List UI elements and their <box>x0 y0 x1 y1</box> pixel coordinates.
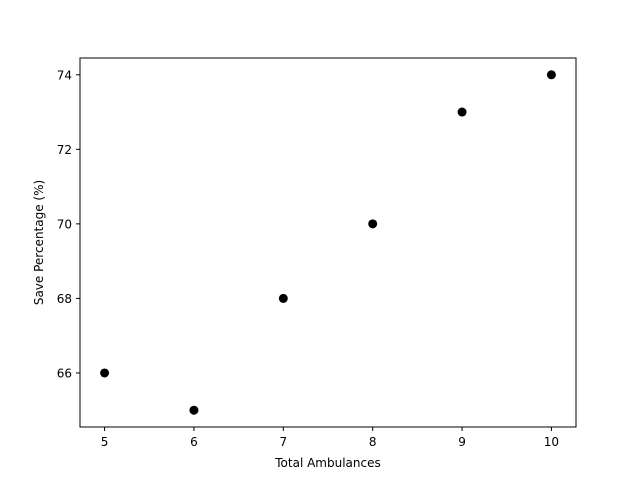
x-tick-label: 7 <box>279 435 287 449</box>
x-tick-label: 6 <box>190 435 198 449</box>
y-tick-label: 72 <box>57 143 72 157</box>
data-point <box>457 107 467 117</box>
y-tick-label: 66 <box>57 366 72 380</box>
x-tick-label: 10 <box>544 435 559 449</box>
y-tick-label: 68 <box>57 292 72 306</box>
x-axis-ticks: 5 6 7 8 9 10 <box>101 427 559 449</box>
y-axis-ticks: 66 68 70 72 74 <box>57 68 80 380</box>
x-tick-label: 5 <box>101 435 109 449</box>
x-axis-label: Total Ambulances <box>274 456 381 470</box>
data-point <box>100 368 110 378</box>
data-point <box>189 405 199 415</box>
x-tick-label: 8 <box>369 435 377 449</box>
data-point <box>546 70 556 80</box>
data-point <box>278 293 288 303</box>
y-tick-label: 74 <box>57 68 72 82</box>
x-tick-label: 9 <box>458 435 466 449</box>
plot-area <box>80 58 576 427</box>
data-points <box>100 70 556 415</box>
plot-frame <box>79 57 577 428</box>
data-point <box>368 219 378 229</box>
y-axis-label: Save Percentage (%) <box>32 180 46 305</box>
y-tick-label: 70 <box>57 217 72 231</box>
